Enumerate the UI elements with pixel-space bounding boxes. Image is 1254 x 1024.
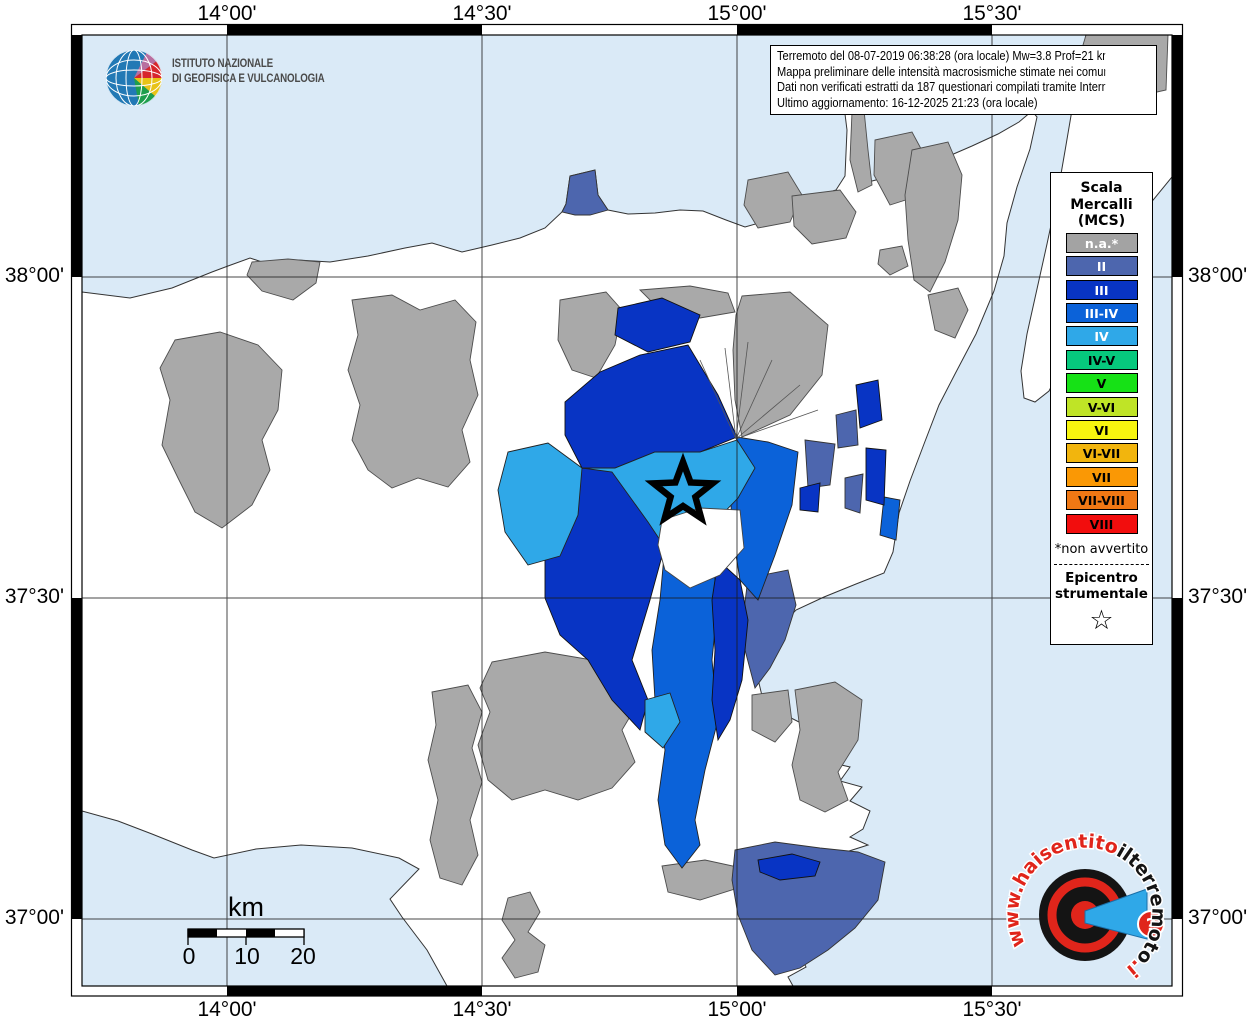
etna-boundary-fan bbox=[699, 341, 819, 440]
event-info-line1: Terremoto del 08-07-2019 06:38:28 (ora l… bbox=[777, 49, 1106, 63]
legend-swatch-vi-vii: VI-VII bbox=[1065, 443, 1138, 464]
legend-epicenter-line2: strumentale bbox=[1055, 585, 1148, 602]
event-info-box: Terremoto del 08-07-2019 06:38:28 (ora l… bbox=[770, 45, 1157, 115]
legend-swatch-v: V bbox=[1065, 373, 1138, 394]
legend-footnote: *non avvertito bbox=[1054, 541, 1149, 557]
lon-label-top-15-00: 15°00' bbox=[707, 2, 767, 25]
lat-label-right-37-30: 37°30' bbox=[1188, 585, 1248, 608]
lat-label-left-37-30: 37°30' bbox=[4, 585, 64, 608]
scale-bar-unit: km bbox=[228, 892, 264, 922]
lat-label-right-37-00: 37°00' bbox=[1188, 906, 1248, 929]
ingv-wordmark-line1: ISTITUTO NAZIONALE bbox=[172, 58, 274, 70]
legend-title: Scala Mercalli (MCS) bbox=[1051, 180, 1152, 230]
map-frame bbox=[70, 23, 1184, 997]
lon-label-bottom-15-30: 15°30' bbox=[962, 998, 1022, 1021]
watermark-cone bbox=[1084, 888, 1148, 940]
lat-label-left-38-00: 38°00' bbox=[4, 264, 64, 287]
legend-swatch-iv: IV bbox=[1065, 326, 1138, 347]
legend-swatch-iii: III bbox=[1065, 279, 1138, 300]
legend-swatch-viii: VIII bbox=[1065, 513, 1138, 534]
legend-title-line2: Mercalli bbox=[1070, 196, 1133, 213]
watermark-question-mark: ? bbox=[1146, 915, 1156, 936]
legend-separator bbox=[1054, 563, 1149, 565]
watermark-question-badge bbox=[1137, 910, 1165, 938]
lon-label-bottom-14-30: 14°30' bbox=[452, 998, 512, 1021]
scale-tick-20: 20 bbox=[290, 943, 316, 969]
municipalities-III bbox=[544, 297, 887, 881]
legend-epicenter-label: Epicentro strumentale bbox=[1051, 570, 1152, 602]
lon-label-top-15-30: 15°30' bbox=[962, 2, 1022, 25]
legend-swatch-iii-iv: III-IV bbox=[1065, 303, 1138, 324]
epicenter-star-icon bbox=[644, 452, 722, 526]
lon-label-top-14-30: 14°30' bbox=[452, 2, 512, 25]
lon-label-bottom-15-00: 15°00' bbox=[707, 998, 767, 1021]
graticule bbox=[82, 35, 1172, 986]
event-info-line3: Dati non verificati estratti da 187 ques… bbox=[777, 80, 1106, 95]
legend-title-line3: (MCS) bbox=[1077, 213, 1126, 229]
scale-tick-0: 0 bbox=[183, 943, 196, 969]
legend-swatch-na: n.a.* bbox=[1065, 232, 1138, 253]
event-info-line4: Ultimo aggiornamento: 16-12-2025 21:23 (… bbox=[777, 96, 1038, 111]
municipality-white-hole bbox=[657, 507, 745, 589]
legend-title-line1: Scala bbox=[1080, 180, 1123, 196]
lat-label-left-37-00: 37°00' bbox=[4, 906, 64, 929]
ingv-wordmark: ISTITUTO NAZIONALE DI GEOFISICA E VULCAN… bbox=[172, 57, 351, 86]
legend-swatch-v-vi: V-VI bbox=[1065, 396, 1138, 417]
lon-label-top-14-00: 14°00' bbox=[197, 2, 257, 25]
legend-epicenter-star-icon: ☆ bbox=[1089, 604, 1114, 636]
scale-bar: km 0 10 20 bbox=[183, 892, 316, 969]
legend-swatch-vi: VI bbox=[1065, 420, 1138, 441]
municipalities-III-IV bbox=[651, 436, 901, 869]
legend-box: Scala Mercalli (MCS) n.a.* II III III-IV… bbox=[1050, 172, 1153, 645]
legend-epicenter-line1: Epicentro bbox=[1065, 569, 1138, 586]
lat-label-right-38-00: 38°00' bbox=[1188, 264, 1248, 287]
legend-swatch-vii-viii: VII-VIII bbox=[1065, 490, 1138, 511]
legend-swatch-ii: II bbox=[1065, 256, 1138, 277]
scale-tick-10: 10 bbox=[234, 943, 260, 969]
event-info-line2: Mappa preliminare delle intensità macros… bbox=[777, 64, 1106, 79]
municipalities-na bbox=[159, 35, 1169, 979]
lon-label-bottom-14-00: 14°00' bbox=[197, 998, 257, 1021]
legend-swatch-vii: VII bbox=[1065, 466, 1138, 487]
legend-swatch-iv-v: IV-V bbox=[1065, 349, 1138, 370]
ingv-wordmark-line2: DI GEOFISICA E VULCANOLOGIA bbox=[172, 72, 325, 85]
ingv-logo-globe bbox=[106, 50, 162, 106]
